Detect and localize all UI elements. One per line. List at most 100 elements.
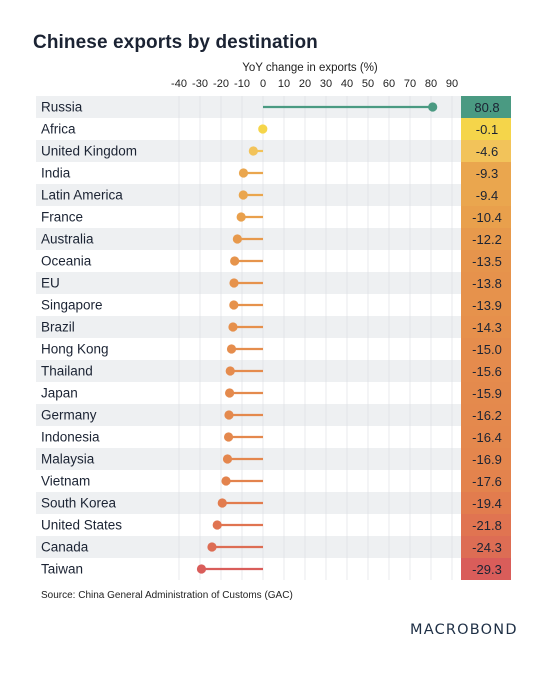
value-label: -21.8 bbox=[472, 518, 502, 533]
value-label: 80.8 bbox=[474, 100, 499, 115]
x-tick-label: -40 bbox=[171, 78, 187, 90]
lollipop-dot bbox=[224, 410, 234, 420]
row-band bbox=[36, 140, 461, 162]
value-box bbox=[461, 206, 511, 228]
lollipop-dot bbox=[217, 498, 227, 508]
lollipop-dot bbox=[196, 564, 207, 574]
value-label: -15.9 bbox=[472, 386, 502, 401]
value-label: -13.9 bbox=[472, 298, 502, 313]
value-label: -15.6 bbox=[472, 364, 502, 379]
value-label: -13.5 bbox=[472, 254, 502, 269]
category-label: EU bbox=[41, 276, 60, 291]
value-box bbox=[461, 316, 511, 338]
x-tick-label: 40 bbox=[341, 78, 353, 90]
category-label: Hong Kong bbox=[41, 342, 109, 357]
value-box bbox=[461, 382, 511, 404]
lollipop-dot bbox=[238, 168, 249, 178]
x-tick-label: 20 bbox=[299, 78, 311, 90]
category-label: Russia bbox=[41, 100, 83, 115]
x-tick-label: 80 bbox=[425, 78, 437, 90]
value-box bbox=[461, 558, 511, 580]
value-box bbox=[461, 162, 511, 184]
category-label: Singapore bbox=[41, 298, 103, 313]
value-box bbox=[461, 426, 511, 448]
value-box bbox=[461, 514, 511, 536]
category-label: United Kingdom bbox=[41, 144, 137, 159]
value-label: -15.0 bbox=[472, 342, 502, 357]
x-tick-label: 90 bbox=[446, 78, 458, 90]
category-label: South Korea bbox=[41, 496, 117, 511]
x-tick-label: 50 bbox=[362, 78, 374, 90]
value-box bbox=[461, 404, 511, 426]
category-label: Brazil bbox=[41, 320, 75, 335]
value-label: -9.3 bbox=[476, 166, 498, 181]
row-band bbox=[36, 96, 461, 118]
value-box bbox=[461, 360, 511, 382]
lollipop-chart: -40 -30 -20 -10 0 10 20 30 40 50 60 70 80 90 Russia 80.… bbox=[36, 78, 511, 580]
category-label: Canada bbox=[41, 540, 89, 555]
value-label: -29.3 bbox=[472, 562, 502, 577]
category-label: Malaysia bbox=[41, 452, 95, 467]
category-label: Indonesia bbox=[41, 430, 100, 445]
value-box bbox=[461, 448, 511, 470]
value-label: -0.1 bbox=[476, 122, 498, 137]
lollipop-dot bbox=[232, 234, 242, 244]
category-label: United States bbox=[41, 518, 122, 533]
value-box bbox=[461, 228, 511, 250]
value-label: -16.2 bbox=[472, 408, 502, 423]
category-label: France bbox=[41, 210, 83, 225]
category-label: Thailand bbox=[41, 364, 93, 379]
category-label: Germany bbox=[41, 408, 97, 423]
lollipop-dot bbox=[222, 454, 233, 464]
value-box bbox=[461, 250, 511, 272]
lollipop-dot bbox=[230, 256, 240, 266]
value-box bbox=[461, 338, 511, 360]
macrobond-logo: MACROBOND bbox=[410, 622, 518, 638]
value-label: -4.6 bbox=[476, 144, 498, 159]
value-box bbox=[461, 492, 511, 514]
lollipop-dot bbox=[238, 190, 248, 200]
category-label: Africa bbox=[41, 122, 76, 137]
value-label: -14.3 bbox=[472, 320, 502, 335]
category-label: Australia bbox=[41, 232, 94, 247]
value-label: -16.9 bbox=[472, 452, 502, 467]
x-tick-label: 10 bbox=[278, 78, 290, 90]
value-box bbox=[461, 96, 511, 118]
x-tick-label: -20 bbox=[213, 78, 229, 90]
x-axis-label: YoY change in exports (%) bbox=[242, 62, 378, 74]
lollipop-dot bbox=[258, 124, 268, 134]
value-box bbox=[461, 272, 511, 294]
lollipop-dot bbox=[223, 432, 234, 442]
lollipop-dot bbox=[225, 388, 235, 398]
x-tick-label: -30 bbox=[192, 78, 208, 90]
category-label: Latin America bbox=[41, 188, 123, 203]
value-box bbox=[461, 470, 511, 492]
source-note: Source: China General Administration of … bbox=[41, 590, 293, 601]
x-tick-label: 70 bbox=[404, 78, 416, 90]
value-box bbox=[461, 140, 511, 162]
value-box bbox=[461, 536, 511, 558]
lollipop-dot bbox=[212, 520, 222, 530]
lollipop-dot bbox=[207, 542, 217, 552]
value-label: -24.3 bbox=[472, 540, 502, 555]
value-label: -12.2 bbox=[472, 232, 502, 247]
value-box bbox=[461, 294, 511, 316]
lollipop-dot bbox=[229, 278, 239, 288]
lollipop-dot bbox=[226, 344, 237, 354]
lollipop-dot bbox=[229, 300, 239, 310]
lollipop-dot bbox=[221, 476, 231, 486]
category-label: Taiwan bbox=[41, 562, 83, 577]
x-tick-label: -10 bbox=[234, 78, 250, 90]
lollipop-dot bbox=[248, 146, 258, 156]
value-label: -17.6 bbox=[472, 474, 502, 489]
category-label: Oceania bbox=[41, 254, 92, 269]
lollipop-dot bbox=[428, 102, 438, 112]
lollipop-dot bbox=[236, 212, 246, 222]
value-label: -13.8 bbox=[472, 276, 502, 291]
chart-title: Chinese exports by destination bbox=[33, 32, 318, 53]
x-tick-label: 0 bbox=[260, 78, 266, 90]
value-label: -16.4 bbox=[472, 430, 502, 445]
value-box bbox=[461, 118, 511, 140]
value-label: -19.4 bbox=[472, 496, 502, 511]
lollipop-dot bbox=[228, 322, 238, 332]
